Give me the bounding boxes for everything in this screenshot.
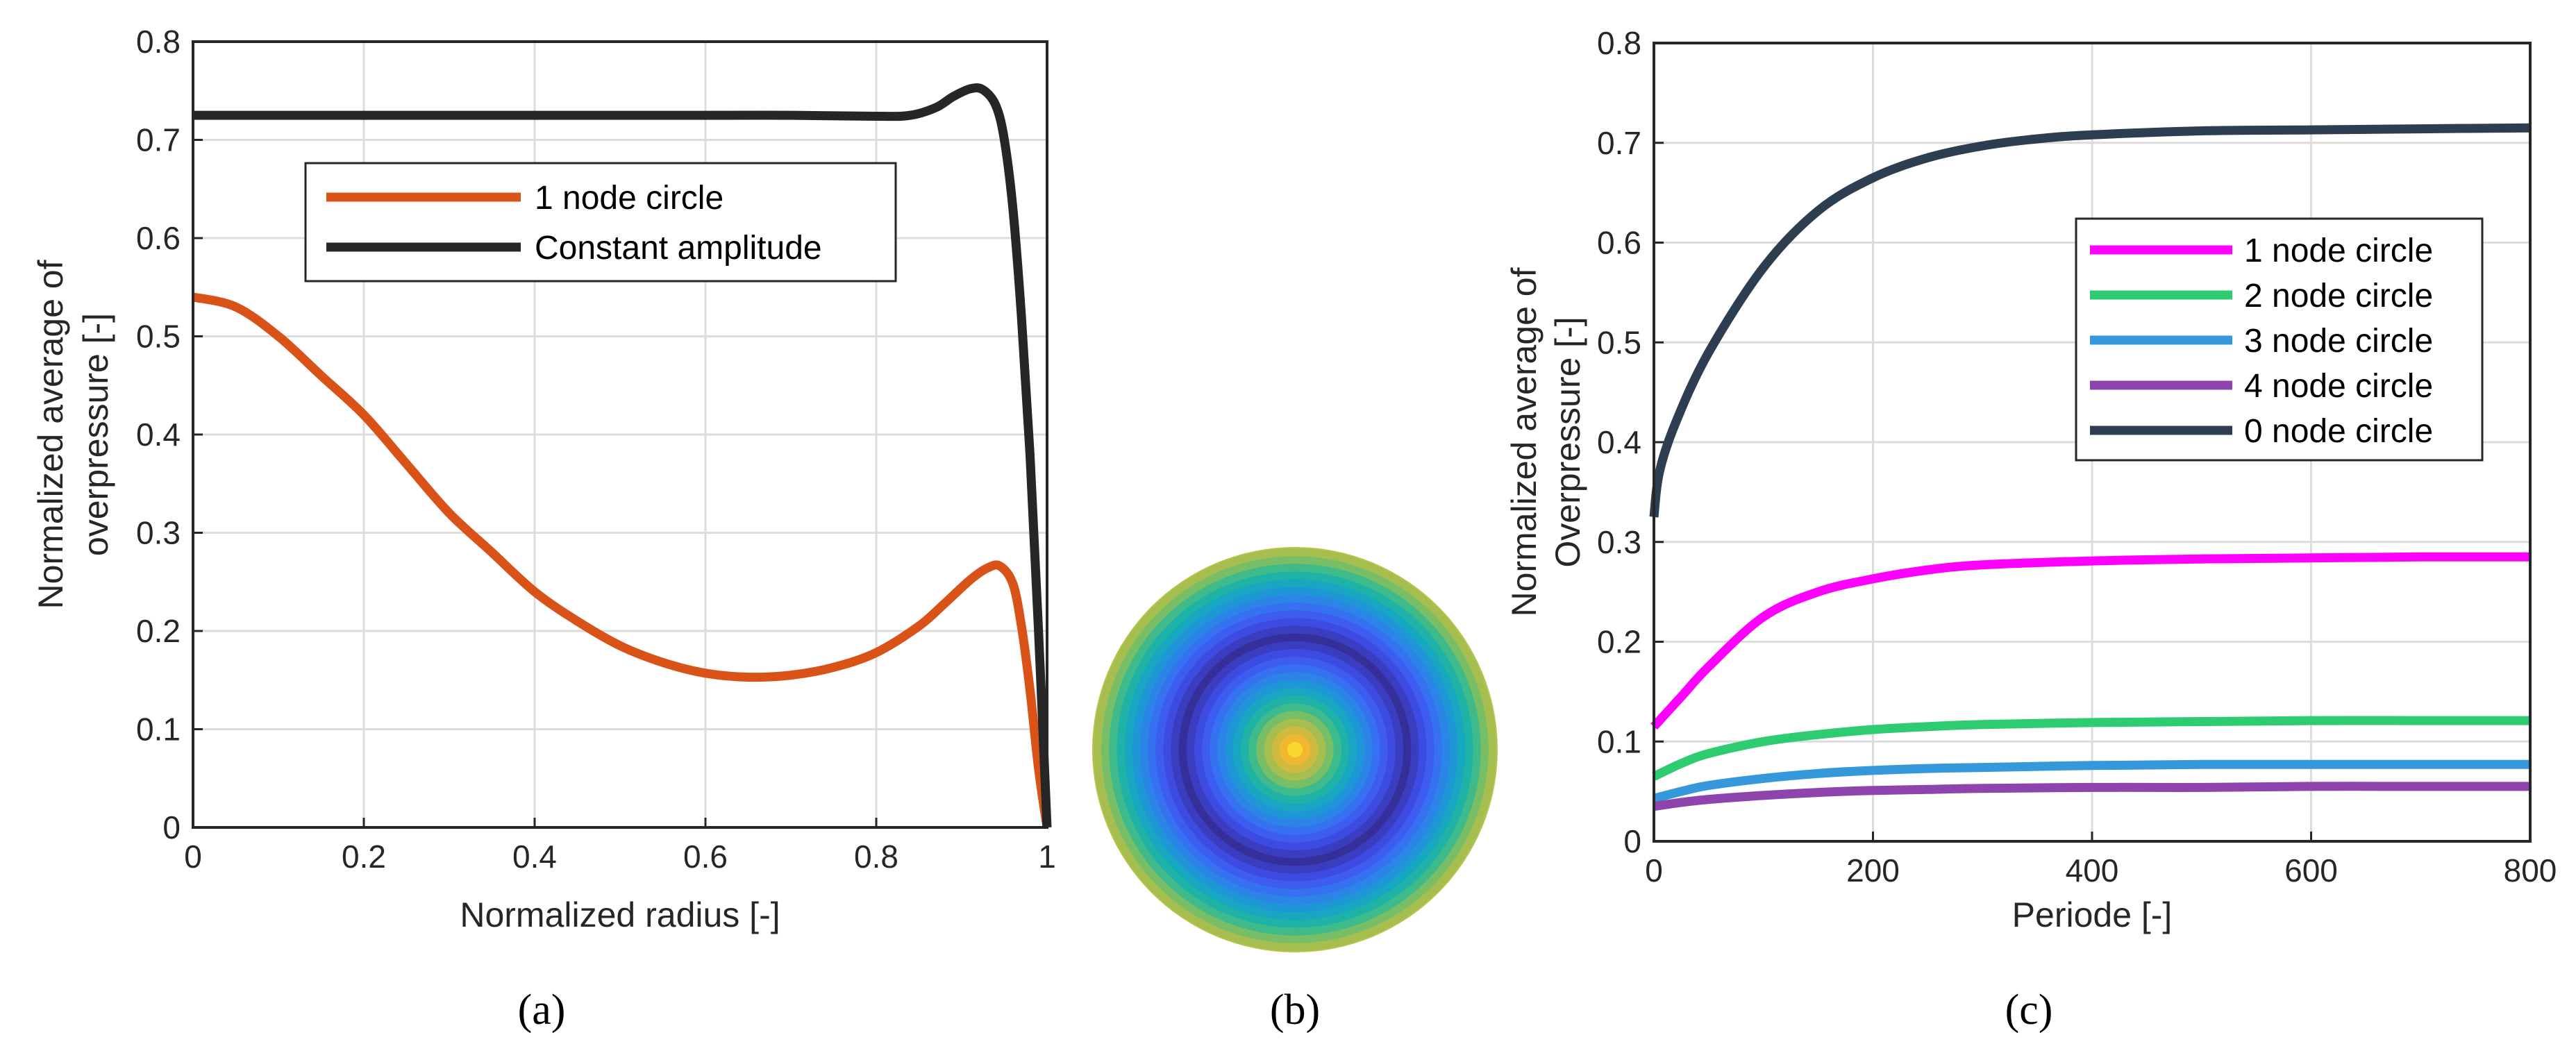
- panel-c-y-axis-label-line1: Normalized average of: [1505, 267, 1544, 616]
- panel-c-label: (c): [2005, 986, 2053, 1034]
- panel-a-tick-labels: 0 0.2 0.4 0.6 0.8 1 0 0.1 0.2 0.3 0.4 0.5 0.6 0.7 0.8: [136, 24, 1056, 875]
- panel-a-label: (a): [518, 986, 566, 1034]
- panel-c-ytick-label: 0.4: [1597, 424, 1641, 460]
- panel-b-label: (b): [1270, 986, 1320, 1034]
- panel-c-ytick-label: 0: [1623, 823, 1641, 859]
- panel-c-series-1-node-circle: [1650, 552, 2531, 730]
- panel-a-xtick-label: 1: [1038, 839, 1056, 875]
- panel-a-xtick-label: 0.8: [854, 839, 898, 875]
- panel-c-ytick-label: 0.5: [1597, 324, 1641, 360]
- panel-a-series-1-node-circle: [192, 292, 1052, 828]
- panel-a-ytick-label: 0.8: [136, 24, 181, 60]
- panel-c-chart: 0 200 400 600 800 0 0.1 0.2 0.3 0.4 0.5 0.6 0.7 0.8 P…: [1505, 25, 2557, 1034]
- panel-b-rings: [1092, 547, 1498, 952]
- panel-c-tick-labels: 0 200 400 600 800 0 0.1 0.2 0.3 0.4 0.5 0.6 0.7 0.8: [1597, 25, 2557, 889]
- panel-b-ring: [1287, 741, 1303, 758]
- panel-a-grid: [193, 42, 1047, 827]
- panel-c-ytick-label: 0.6: [1597, 225, 1641, 261]
- panel-a-x-axis-label: Normalized radius [-]: [460, 895, 780, 934]
- panel-a-legend-label-1-node: 1 node circle: [535, 180, 724, 217]
- panel-c-ytick-label: 0.8: [1597, 25, 1641, 61]
- panel-c-legend: 1 node circle 2 node circle 3 node circl…: [2075, 217, 2484, 462]
- panel-a-chart: 0 0.2 0.4 0.6 0.8 100.10.20.30.40.50.60.70.8 …: [31, 24, 1056, 1034]
- panel-a-xtick-label: 0.4: [512, 839, 557, 875]
- panel-c-xtick-label: 400: [2066, 852, 2119, 889]
- panel-a-legend-label-constant: Constant amplitude: [535, 230, 822, 267]
- panel-c-curves: [1649, 123, 2531, 811]
- panel-c-series-0-node-circle: [1649, 123, 2531, 518]
- panel-a-ytick-label: 0.1: [136, 712, 181, 748]
- panel-c-legend-label-0-node: 0 node circle: [2244, 413, 2433, 450]
- panel-c-ytick-label: 0.7: [1597, 125, 1641, 161]
- panel-c-legend-label-1-node: 1 node circle: [2244, 233, 2433, 269]
- panel-a-ytick-label: 0.6: [136, 220, 181, 256]
- panel-c-ytick-label: 0.3: [1597, 524, 1641, 560]
- panel-c-y-axis-label-line2: Overpressure [-]: [1548, 317, 1587, 567]
- panel-a-ytick-label: 0.4: [136, 416, 181, 453]
- panel-a-series-constant-amplitude: [193, 83, 1052, 828]
- panel-c-ytick-label: 0.1: [1597, 723, 1641, 759]
- panel-a-xtick-label: 0.6: [683, 839, 728, 875]
- panel-c-xtick-label: 0: [1645, 852, 1663, 889]
- panel-a-xtick-label: 0: [184, 839, 202, 875]
- panel-a-y-axis-label-line2: overpressure [-]: [76, 313, 115, 556]
- panel-c-xtick-label: 800: [2504, 852, 2557, 889]
- panel-a-y-axis-label-line1: Normalized average of: [31, 260, 70, 609]
- panel-c-xtick-label: 600: [2284, 852, 2338, 889]
- panel-c-ytick-label: 0.2: [1597, 624, 1641, 660]
- panel-c-legend-label-2-node: 2 node circle: [2244, 278, 2433, 314]
- panel-a-legend: 1 node circle Constant amplitude: [304, 162, 897, 283]
- panel-a-ytick-label: 0.5: [136, 319, 181, 355]
- panel-a-curves: [192, 83, 1052, 828]
- panel-a-ytick-label: 0: [162, 809, 181, 845]
- panel-b-contour-disc: (b): [1092, 547, 1498, 1034]
- panel-c-xtick-label: 200: [1846, 852, 1900, 889]
- panel-c-series-2-node-circle: [1652, 716, 2530, 781]
- panel-c-legend-label-3-node: 3 node circle: [2244, 323, 2433, 360]
- panel-c-series-4-node-circle: [1653, 782, 2530, 811]
- panel-a-ytick-label: 0.3: [136, 515, 181, 551]
- panel-a-ytick-label: 0.2: [136, 613, 181, 649]
- panel-c-series-3-node-circle: [1653, 759, 2530, 803]
- panel-a-xtick-label: 0.2: [342, 839, 386, 875]
- panel-a-legend-box: [304, 162, 897, 283]
- panel-c-x-axis-label: Periode [-]: [2012, 895, 2173, 934]
- panel-a-ytick-label: 0.7: [136, 122, 181, 158]
- panel-c-legend-label-4-node: 4 node circle: [2244, 368, 2433, 405]
